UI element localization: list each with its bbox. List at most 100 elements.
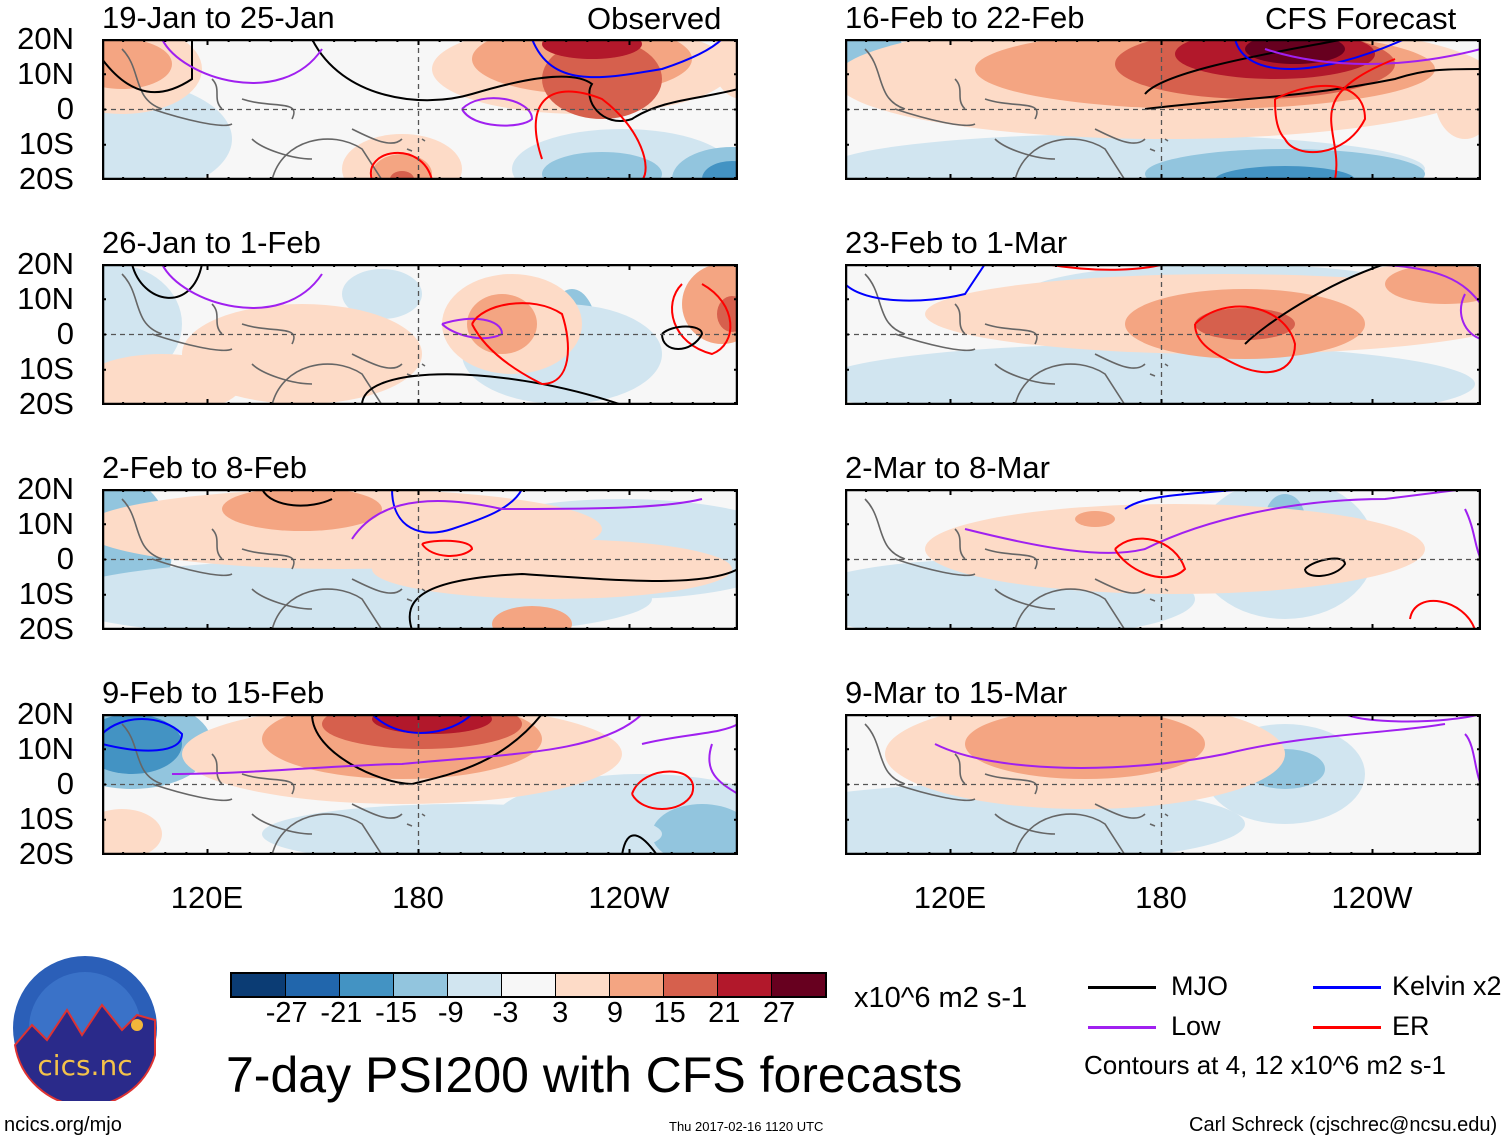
legend-low-line [1088,1026,1156,1029]
coastline [121,723,426,855]
positive-anomaly-shading [222,489,382,531]
y-tick-label: 0 [56,91,74,126]
y-tick-label: 10S [18,576,74,611]
axis-ticks [102,489,738,630]
colorbar-swatch [610,974,664,996]
positive-anomaly-shading [1245,39,1345,64]
footer-url[interactable]: ncics.org/mjo [4,1114,122,1136]
panel-title: 9-Feb to 15-Feb [102,675,325,710]
map-panel-svg [102,264,738,405]
panel-title: 2-Feb to 8-Feb [102,450,308,485]
positive-anomaly-shading [542,39,642,59]
positive-anomaly-shading [1385,264,1481,304]
colorbar-label: 3 [552,997,569,1029]
low-contour [1344,714,1481,723]
positive-anomaly-shading [1435,59,1481,139]
x-tick-right-180: 180 [1135,880,1187,915]
map-panel [845,489,1481,630]
coastline [864,498,1169,630]
positive-anomaly-shading [712,39,738,99]
figure-title: 7-day PSI200 with CFS forecasts [226,1047,963,1103]
mjo-contour [361,373,623,405]
mjo-contour [102,39,193,93]
map-panel [102,714,738,855]
low-contour [161,264,323,309]
y-tick-label: 20S [18,161,74,196]
er-contour [631,770,695,810]
er-contour [1274,84,1367,153]
mjo-contour [1144,39,1481,110]
legend-er-line [1313,1026,1381,1029]
y-tick-label: 10S [18,126,74,161]
y-tick-label: 0 [56,316,74,351]
positive-anomaly-shading [965,714,1205,779]
coastline [121,273,426,405]
axis-ticks [845,489,1481,630]
low-contour [461,97,534,127]
map-panel [102,489,738,630]
y-tick-label: 10S [18,801,74,836]
colorbar-swatch [556,974,610,996]
map-panel [845,264,1481,405]
x-tick-right-120w: 120W [1331,880,1413,915]
y-tick-label: 20S [18,611,74,646]
equator-dateline-gridlines [102,489,738,630]
colorbar-label: -15 [375,997,418,1029]
y-tick-label: 10N [17,506,74,541]
colorbar [230,972,827,998]
negative-anomaly-shading [542,152,662,180]
low-contour [171,714,643,775]
negative-anomaly-shading [845,344,1475,405]
map-panel-svg [102,489,738,630]
axis-ticks [102,714,738,855]
equator-dateline-gridlines [845,264,1481,405]
x-tick-left-180: 180 [392,880,444,915]
cfs-forecast-label: CFS Forecast [1265,1,1457,36]
negative-anomaly-shading [702,161,738,180]
negative-anomaly-shading [1145,149,1425,180]
y-tick-label: 10N [17,56,74,91]
positive-anomaly-shading [102,39,172,89]
colorbar-units: x10^6 m2 s-1 [854,982,1028,1014]
colorbar-label: -21 [320,997,363,1029]
negative-anomaly-shading [262,804,662,855]
coastline [864,48,1169,180]
low-contour [161,39,323,84]
panel-title: 2-Mar to 8-Mar [845,450,1050,485]
negative-anomaly-shading [102,264,182,384]
y-tick-label: 10S [18,351,74,386]
colorbar-swatch [394,974,448,996]
map-panel-svg [845,489,1481,630]
colorbar-label: 9 [606,997,623,1029]
kelvin-contour [391,489,523,534]
axis-ticks [845,714,1481,855]
coastline [864,723,1169,855]
y-tick-label: 20N [17,21,74,56]
x-tick-left-120w: 120W [588,880,670,915]
map-panel-svg [845,264,1481,405]
y-tick-label: 0 [56,766,74,801]
negative-anomaly-shading [342,269,422,319]
map-panel-svg [845,39,1481,180]
er-contour [1194,305,1297,374]
colorbar-label: -9 [437,997,464,1029]
positive-anomaly-shading [492,606,572,630]
y-tick-label: 20S [18,386,74,421]
colorbar-swatch [340,974,394,996]
panel-title: 23-Feb to 1-Mar [845,225,1068,260]
y-tick-label: 10N [17,731,74,766]
low-contour [351,498,703,540]
positive-anomaly-shading [1075,511,1115,527]
axis-ticks [845,39,1481,180]
colorbar-swatch [232,974,286,996]
er-contour [369,152,433,180]
panel-title: 16-Feb to 22-Feb [845,0,1085,35]
equator-dateline-gridlines [845,489,1481,630]
er-contour [1330,58,1396,180]
positive-anomaly-shading [182,304,422,404]
er-contour [421,539,474,557]
legend-er-label: ER [1392,1011,1430,1041]
positive-anomaly-shading [1195,308,1295,340]
negative-anomaly-shading [652,804,738,855]
